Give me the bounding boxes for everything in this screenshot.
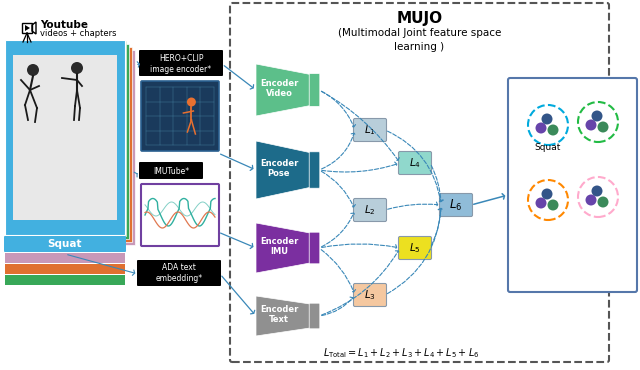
Polygon shape [256, 64, 310, 116]
Text: Squat: Squat [48, 239, 83, 249]
Polygon shape [5, 264, 125, 274]
Circle shape [27, 64, 39, 76]
Text: $\mathit{L}_5$: $\mathit{L}_5$ [409, 241, 421, 255]
Text: $\mathit{L}_3$: $\mathit{L}_3$ [364, 288, 376, 302]
FancyBboxPatch shape [440, 194, 472, 216]
FancyBboxPatch shape [141, 81, 219, 151]
Text: MUJO: MUJO [396, 10, 443, 26]
Text: Video: Video [266, 90, 292, 98]
Text: Encoder: Encoder [260, 159, 298, 168]
FancyBboxPatch shape [508, 78, 637, 292]
Circle shape [187, 98, 196, 107]
Text: (Multimodal Joint feature space
learning ): (Multimodal Joint feature space learning… [338, 28, 501, 52]
Circle shape [586, 195, 596, 205]
Circle shape [586, 120, 596, 131]
Circle shape [536, 198, 547, 209]
Text: $\mathit{L}_6$: $\mathit{L}_6$ [449, 198, 463, 212]
FancyBboxPatch shape [353, 198, 387, 222]
Circle shape [598, 121, 609, 132]
Polygon shape [9, 44, 129, 239]
Circle shape [598, 196, 609, 208]
Polygon shape [5, 275, 125, 285]
Circle shape [547, 124, 559, 135]
Polygon shape [6, 41, 126, 236]
Polygon shape [13, 55, 117, 220]
Text: IMUTube*: IMUTube* [153, 166, 189, 175]
Text: Squat: Squat [535, 144, 561, 152]
Polygon shape [256, 296, 310, 336]
FancyBboxPatch shape [309, 303, 320, 329]
Text: $\mathit{L}_{\mathrm{Total}} = L_1 + L_2 + L_3 + L_4 + L_5 + L_6$: $\mathit{L}_{\mathrm{Total}} = L_1 + L_2… [323, 346, 479, 360]
Polygon shape [15, 50, 135, 245]
Circle shape [71, 62, 83, 74]
FancyBboxPatch shape [309, 232, 320, 264]
Circle shape [541, 188, 552, 199]
FancyBboxPatch shape [309, 74, 320, 107]
FancyBboxPatch shape [139, 50, 223, 76]
FancyBboxPatch shape [353, 118, 387, 141]
Text: IMU: IMU [270, 248, 288, 256]
Circle shape [591, 185, 602, 196]
Text: Encoder: Encoder [260, 306, 298, 314]
FancyBboxPatch shape [139, 162, 203, 179]
FancyBboxPatch shape [399, 236, 431, 259]
Text: Encoder: Encoder [260, 238, 298, 246]
Circle shape [591, 111, 602, 121]
FancyBboxPatch shape [4, 236, 126, 252]
Text: Encoder: Encoder [260, 80, 298, 88]
Circle shape [541, 114, 552, 124]
Polygon shape [256, 223, 310, 273]
Polygon shape [5, 253, 125, 263]
Text: ADA text
embedding*: ADA text embedding* [156, 263, 203, 283]
Text: Text: Text [269, 316, 289, 324]
FancyBboxPatch shape [309, 152, 320, 188]
Polygon shape [5, 40, 125, 235]
Text: $\mathit{L}_2$: $\mathit{L}_2$ [364, 203, 376, 217]
Polygon shape [12, 47, 132, 242]
Text: Youtube: Youtube [40, 20, 88, 30]
Text: HERO+CLIP
image encoder*: HERO+CLIP image encoder* [150, 54, 212, 74]
FancyBboxPatch shape [353, 283, 387, 306]
FancyBboxPatch shape [399, 151, 431, 175]
Circle shape [547, 199, 559, 211]
FancyBboxPatch shape [141, 184, 219, 246]
Circle shape [536, 122, 547, 134]
FancyBboxPatch shape [137, 260, 221, 286]
Text: $\mathit{L}_1$: $\mathit{L}_1$ [364, 123, 376, 137]
Text: $\mathit{L}_4$: $\mathit{L}_4$ [409, 156, 421, 170]
Text: videos + chapters: videos + chapters [40, 30, 116, 38]
Text: Pose: Pose [268, 169, 291, 178]
Polygon shape [25, 25, 30, 31]
Polygon shape [256, 141, 310, 199]
